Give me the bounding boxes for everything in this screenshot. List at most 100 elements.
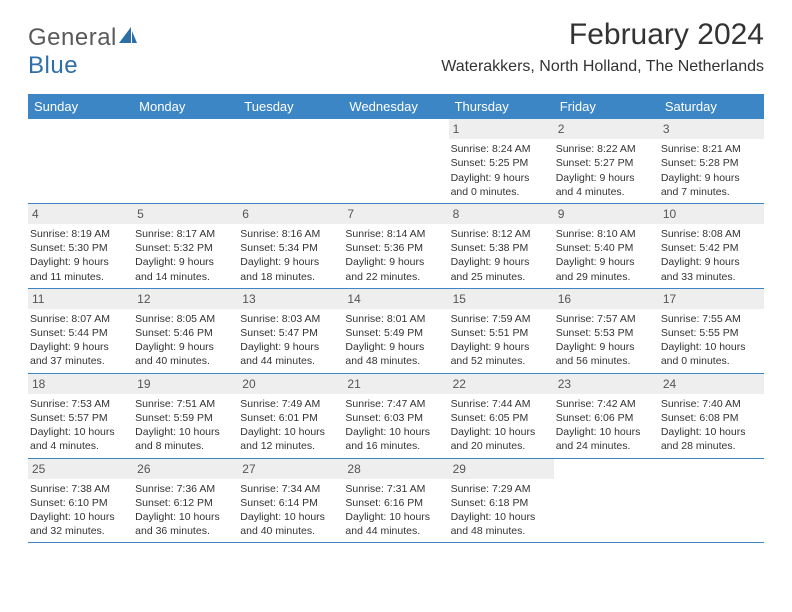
daylight-line: Daylight: 9 hours and 14 minutes. [135,255,234,283]
day-number: 26 [133,459,238,479]
daylight-line: Daylight: 10 hours and 36 minutes. [135,510,234,538]
daylight-line: Daylight: 9 hours and 37 minutes. [30,340,129,368]
title-block: February 2024 Waterakkers, North Holland… [441,18,764,76]
daylight-line: Daylight: 10 hours and 24 minutes. [556,425,655,453]
day-cell [659,459,764,543]
weekday-header: Wednesday [343,94,448,119]
day-number: 3 [659,119,764,139]
sunset-line: Sunset: 6:10 PM [30,496,129,510]
day-number: 29 [449,459,554,479]
week-row: 18Sunrise: 7:53 AMSunset: 5:57 PMDayligh… [28,374,764,459]
daylight-line: Daylight: 10 hours and 16 minutes. [345,425,444,453]
day-cell: 4Sunrise: 8:19 AMSunset: 5:30 PMDaylight… [28,204,133,288]
day-cell: 1Sunrise: 8:24 AMSunset: 5:25 PMDaylight… [449,119,554,203]
day-cell: 6Sunrise: 8:16 AMSunset: 5:34 PMDaylight… [238,204,343,288]
day-number: 24 [659,374,764,394]
sunset-line: Sunset: 5:53 PM [556,326,655,340]
brand-text-a: General [28,24,117,51]
daylight-line: Daylight: 10 hours and 0 minutes. [661,340,760,368]
sunset-line: Sunset: 5:47 PM [240,326,339,340]
weekday-header: Sunday [28,94,133,119]
brand-text: GeneralBlue [28,24,139,80]
sunset-line: Sunset: 6:08 PM [661,411,760,425]
sunrise-line: Sunrise: 7:49 AM [240,397,339,411]
sunrise-line: Sunrise: 8:24 AM [451,142,550,156]
sunset-line: Sunset: 5:27 PM [556,156,655,170]
day-number: 11 [28,289,133,309]
day-cell: 17Sunrise: 7:55 AMSunset: 5:55 PMDayligh… [659,289,764,373]
daylight-line: Daylight: 10 hours and 48 minutes. [451,510,550,538]
daylight-line: Daylight: 10 hours and 4 minutes. [30,425,129,453]
day-number: 6 [238,204,343,224]
daylight-line: Daylight: 9 hours and 52 minutes. [451,340,550,368]
sunset-line: Sunset: 6:01 PM [240,411,339,425]
sunset-line: Sunset: 6:12 PM [135,496,234,510]
week-row: 11Sunrise: 8:07 AMSunset: 5:44 PMDayligh… [28,289,764,374]
daylight-line: Daylight: 9 hours and 0 minutes. [451,171,550,199]
day-cell: 16Sunrise: 7:57 AMSunset: 5:53 PMDayligh… [554,289,659,373]
sunrise-line: Sunrise: 8:10 AM [556,227,655,241]
day-number: 17 [659,289,764,309]
daylight-line: Daylight: 10 hours and 40 minutes. [240,510,339,538]
daylight-line: Daylight: 9 hours and 44 minutes. [240,340,339,368]
sunrise-line: Sunrise: 7:36 AM [135,482,234,496]
sunrise-line: Sunrise: 8:08 AM [661,227,760,241]
day-cell: 26 Sunrise: 7:36 AMSunset: 6:12 PMDayligh… [133,459,238,543]
day-cell: 5Sunrise: 8:17 AMSunset: 5:32 PMDaylight… [133,204,238,288]
day-number: 9 [554,204,659,224]
sunset-line: Sunset: 5:30 PM [30,241,129,255]
weekday-header: Friday [554,94,659,119]
day-number: 1 [449,119,554,139]
sunrise-line: Sunrise: 7:57 AM [556,312,655,326]
day-number: 16 [554,289,659,309]
sunset-line: Sunset: 5:28 PM [661,156,760,170]
day-number: 27 [238,459,343,479]
day-cell: 2Sunrise: 8:22 AMSunset: 5:27 PMDaylight… [554,119,659,203]
daylight-line: Daylight: 9 hours and 7 minutes. [661,171,760,199]
sunrise-line: Sunrise: 8:12 AM [451,227,550,241]
sunrise-line: Sunrise: 7:34 AM [240,482,339,496]
sunrise-line: Sunrise: 7:51 AM [135,397,234,411]
day-cell: 13Sunrise: 8:03 AMSunset: 5:47 PMDayligh… [238,289,343,373]
month-title: February 2024 [441,18,764,52]
day-cell: 14Sunrise: 8:01 AMSunset: 5:49 PMDayligh… [343,289,448,373]
sunrise-line: Sunrise: 7:40 AM [661,397,760,411]
page-header: GeneralBlue February 2024 Waterakkers, N… [28,18,764,80]
sunset-line: Sunset: 5:59 PM [135,411,234,425]
sunset-line: Sunset: 5:40 PM [556,241,655,255]
day-number: 19 [133,374,238,394]
sunrise-line: Sunrise: 7:31 AM [345,482,444,496]
daylight-line: Daylight: 9 hours and 18 minutes. [240,255,339,283]
daylight-line: Daylight: 10 hours and 32 minutes. [30,510,129,538]
sunrise-line: Sunrise: 8:03 AM [240,312,339,326]
sunrise-line: Sunrise: 8:22 AM [556,142,655,156]
sunset-line: Sunset: 5:32 PM [135,241,234,255]
daylight-line: Daylight: 9 hours and 33 minutes. [661,255,760,283]
sunset-line: Sunset: 6:06 PM [556,411,655,425]
weekday-header-row: SundayMondayTuesdayWednesdayThursdayFrid… [28,94,764,119]
sunset-line: Sunset: 5:36 PM [345,241,444,255]
sunset-line: Sunset: 5:51 PM [451,326,550,340]
daylight-line: Daylight: 9 hours and 25 minutes. [451,255,550,283]
weekday-header: Monday [133,94,238,119]
weeks-container: 1Sunrise: 8:24 AMSunset: 5:25 PMDaylight… [28,119,764,543]
daylight-line: Daylight: 10 hours and 20 minutes. [451,425,550,453]
sunrise-line: Sunrise: 7:44 AM [451,397,550,411]
sunset-line: Sunset: 5:42 PM [661,241,760,255]
day-number: 18 [28,374,133,394]
day-number: 4 [28,204,133,224]
day-cell: 28Sunrise: 7:31 AMSunset: 6:16 PMDayligh… [343,459,448,543]
day-number: 28 [343,459,448,479]
sunrise-line: Sunrise: 8:17 AM [135,227,234,241]
day-cell [554,459,659,543]
day-cell: 7Sunrise: 8:14 AMSunset: 5:36 PMDaylight… [343,204,448,288]
day-cell: 18Sunrise: 7:53 AMSunset: 5:57 PMDayligh… [28,374,133,458]
day-cell: 23Sunrise: 7:42 AMSunset: 6:06 PMDayligh… [554,374,659,458]
day-cell: 12Sunrise: 8:05 AMSunset: 5:46 PMDayligh… [133,289,238,373]
sunrise-line: Sunrise: 8:16 AM [240,227,339,241]
day-number: 14 [343,289,448,309]
day-cell [238,119,343,203]
day-cell [133,119,238,203]
day-cell: 20Sunrise: 7:49 AMSunset: 6:01 PMDayligh… [238,374,343,458]
daylight-line: Daylight: 10 hours and 28 minutes. [661,425,760,453]
